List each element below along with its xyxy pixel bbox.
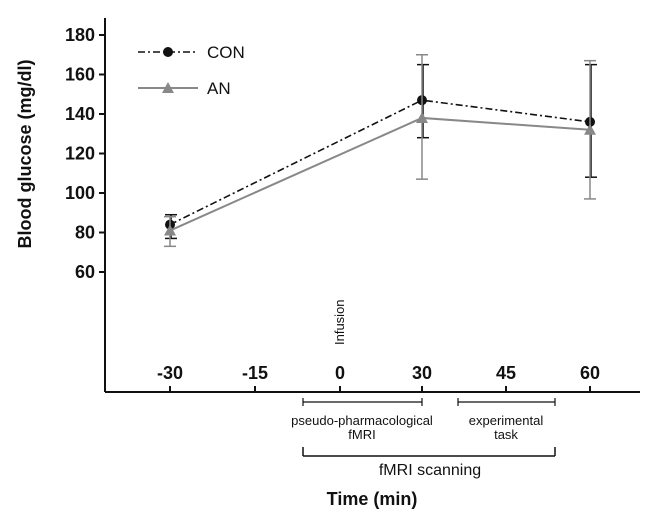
x-tick-label: 60 (580, 363, 600, 383)
x-tick-label: 45 (496, 363, 516, 383)
pseudo-fmri-label-line1: pseudo-pharmacological (291, 413, 433, 428)
y-tick-label: 140 (65, 104, 95, 124)
x-tick-label: 0 (335, 363, 345, 383)
x-tick-label: -30 (157, 363, 183, 383)
legend: CON AN (138, 43, 245, 98)
legend-an-label: AN (207, 79, 231, 98)
fmri-scanning-label: fMRI scanning (379, 462, 481, 479)
x-tick-label: 30 (412, 363, 432, 383)
y-tick-label: 180 (65, 25, 95, 45)
y-tick-label: 100 (65, 183, 95, 203)
y-axis-title: Blood glucose (mg/dl) (15, 60, 35, 249)
pseudo-fmri-label-line2: fMRI (348, 427, 375, 442)
experimental-task-bracket (457, 398, 556, 406)
legend-con-marker (163, 47, 173, 57)
pseudo-fmri-bracket (302, 398, 423, 406)
series-an (164, 54, 596, 248)
series-an-line (169, 116, 591, 232)
infusion-label: Infusion (332, 299, 347, 345)
data-point (584, 123, 596, 135)
data-point (164, 224, 176, 236)
x-ticks: -30 -15 0 30 45 60 (157, 363, 600, 392)
legend-an-marker (162, 82, 174, 93)
experimental-task-label-line2: task (494, 427, 518, 442)
y-ticks: 60 80 100 120 140 160 180 (65, 25, 105, 282)
series-con-line (169, 99, 591, 226)
legend-con-label: CON (207, 43, 245, 62)
y-tick-label: 120 (65, 144, 95, 164)
y-tick-label: 80 (75, 223, 95, 243)
y-tick-label: 160 (65, 65, 95, 85)
series-layer (164, 54, 597, 248)
y-tick-label: 60 (75, 262, 95, 282)
data-point (416, 111, 428, 123)
x-axis-title: Time (min) (327, 489, 418, 509)
experimental-task-label-line1: experimental (469, 413, 544, 428)
fmri-scanning-bracket (302, 447, 556, 457)
x-tick-label: -15 (242, 363, 268, 383)
